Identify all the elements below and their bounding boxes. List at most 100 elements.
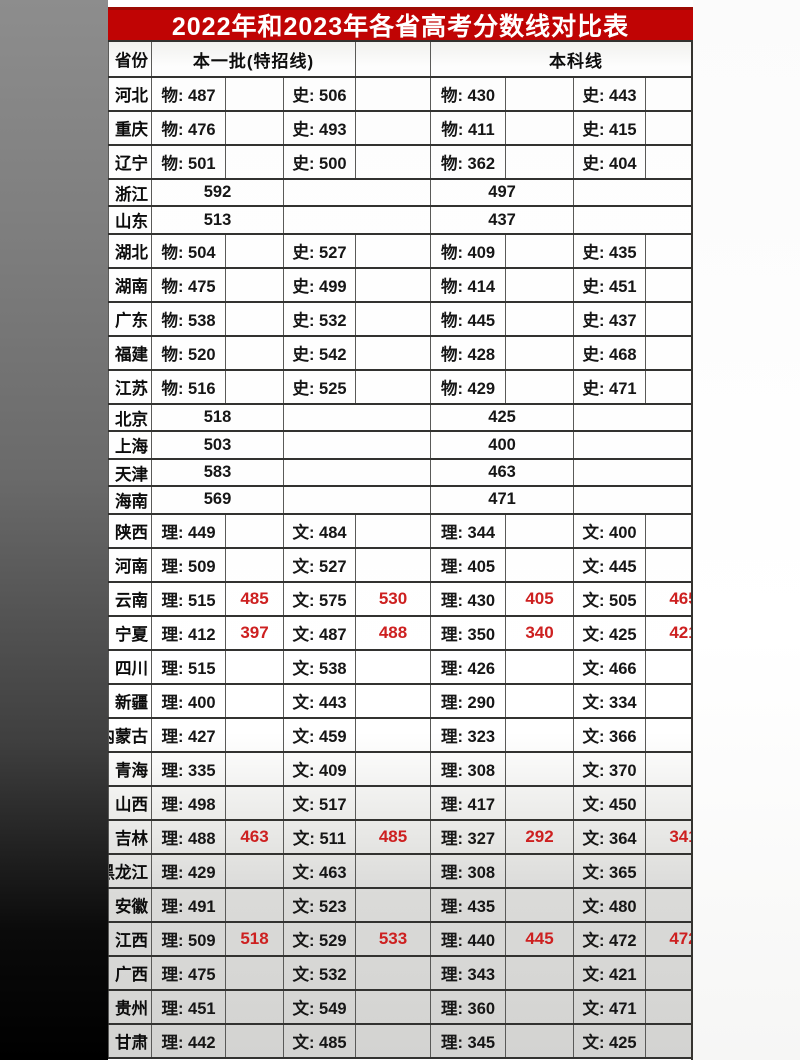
empty-cell — [645, 784, 693, 821]
empty-cell — [505, 852, 575, 889]
red-score-cell: 292 — [505, 818, 575, 855]
score-cell: 理: 327 — [430, 818, 507, 855]
red-score-cell: 463 — [225, 818, 284, 855]
empty-cell — [645, 648, 693, 685]
empty-cell — [225, 76, 284, 112]
empty-cell — [505, 300, 575, 337]
red-score-cell: 405 — [505, 580, 575, 617]
empty-cell — [645, 300, 693, 337]
province-cell: 广东 — [108, 300, 152, 337]
score-cell: 理: 427 — [151, 716, 226, 753]
empty-cell — [225, 648, 284, 685]
table-row: 河南 理: 509 文: 527 理: 405 文: 445 — [108, 546, 693, 583]
score-cell: 理: 509 — [151, 546, 226, 583]
score-cell: 文: 480 — [573, 886, 647, 923]
score-cell: 史: 443 — [573, 76, 647, 112]
red-score-cell: 533 — [355, 920, 432, 957]
score-cell: 史: 527 — [282, 232, 357, 269]
score-cell: 物: 429 — [430, 368, 507, 405]
empty-cell — [225, 266, 284, 303]
table-row: 北京 518 425 — [108, 402, 693, 433]
empty-cell — [505, 110, 575, 146]
empty-cell — [355, 1022, 432, 1060]
table-row: 江苏 物: 516 史: 525 物: 429 史: 471 — [108, 368, 693, 405]
empty-cell — [225, 784, 284, 821]
score-cell: 文: 532 — [282, 954, 357, 991]
score-cell: 文: 421 — [573, 954, 647, 991]
score-cell: 史: 451 — [573, 266, 647, 303]
score-cell: 文: 450 — [573, 784, 647, 821]
empty-cell — [645, 988, 693, 1025]
empty-cell — [225, 334, 284, 371]
left-backdrop — [0, 0, 108, 1060]
empty-cell — [645, 266, 693, 303]
score-cell: 文: 549 — [282, 988, 357, 1025]
table-title-bar: 2022年和2023年各省高考分数线对比表 — [108, 7, 693, 41]
empty-cell — [645, 368, 693, 405]
province-cell: 云南 — [108, 580, 152, 617]
empty-cell — [505, 682, 575, 719]
score-cell: 文: 425 — [573, 614, 647, 651]
score-cell: 理: 405 — [430, 546, 507, 583]
score-cell: 文: 471 — [573, 988, 647, 1025]
empty-cell — [355, 954, 432, 991]
score-cell: 物: 362 — [430, 144, 507, 180]
score-cell: 物: 501 — [151, 144, 226, 180]
province-cell: 河北 — [108, 76, 152, 112]
empty-cell — [505, 716, 575, 753]
score-cell: 史: 542 — [282, 334, 357, 371]
score-cell: 史: 506 — [282, 76, 357, 112]
score-cell: 物: 516 — [151, 368, 226, 405]
table-row: 安徽 理: 491 文: 523 理: 435 文: 480 — [108, 886, 693, 923]
empty-cell — [225, 682, 284, 719]
red-score-cell: 341 — [645, 818, 693, 855]
score-cell: 理: 440 — [430, 920, 507, 957]
province-cell: 吉林 — [108, 818, 152, 855]
empty-cell — [355, 648, 432, 685]
score-cell: 理: 451 — [151, 988, 226, 1025]
score-cell: 理: 429 — [151, 852, 226, 889]
score-cell: 理: 308 — [430, 750, 507, 787]
score-cell: 文: 527 — [282, 546, 357, 583]
empty-cell — [505, 886, 575, 923]
score-cell: 文: 409 — [282, 750, 357, 787]
score-table: 省份 本一批(特招线) 本科线 河北 物: 487 史: 506 物: 430 史: 4… — [108, 40, 693, 1060]
header-spacer — [355, 40, 432, 78]
province-cell: 河南 — [108, 546, 152, 583]
score-cell: 理: 509 — [151, 920, 226, 957]
score-cell: 理: 350 — [430, 614, 507, 651]
score-cell: 497 — [430, 177, 575, 208]
empty-cell — [355, 300, 432, 337]
empty-cell — [355, 368, 432, 405]
province-cell: 贵州 — [108, 988, 152, 1025]
score-cell: 文: 485 — [282, 1022, 357, 1060]
province-cell: 广西 — [108, 954, 152, 991]
score-cell: 文: 366 — [573, 716, 647, 753]
score-cell: 文: 575 — [282, 580, 357, 617]
province-cell: 江西 — [108, 920, 152, 957]
empty-cell — [355, 546, 432, 583]
score-cell: 理: 430 — [430, 580, 507, 617]
empty-cell — [645, 852, 693, 889]
empty-cell — [505, 784, 575, 821]
empty-cell — [355, 110, 432, 146]
score-cell: 史: 493 — [282, 110, 357, 146]
score-cell: 史: 435 — [573, 232, 647, 269]
table-row: 陕西 理: 449 文: 484 理: 344 文: 400 — [108, 512, 693, 549]
empty-cell — [355, 682, 432, 719]
table-row: 四川 理: 515 文: 538 理: 426 文: 466 — [108, 648, 693, 685]
empty-cell — [355, 988, 432, 1025]
empty-cell — [505, 546, 575, 583]
province-cell: 陕西 — [108, 512, 152, 549]
score-cell: 物: 409 — [430, 232, 507, 269]
empty-cell — [645, 512, 693, 549]
empty-cell — [645, 1022, 693, 1060]
score-cell: 理: 426 — [430, 648, 507, 685]
table-row: 山西 理: 498 文: 517 理: 417 文: 450 — [108, 784, 693, 821]
score-cell: 物: 487 — [151, 76, 226, 112]
score-cell: 503 — [151, 430, 284, 460]
province-cell: 新疆 — [108, 682, 152, 719]
header-row: 省份 本一批(特招线) 本科线 — [108, 40, 693, 78]
